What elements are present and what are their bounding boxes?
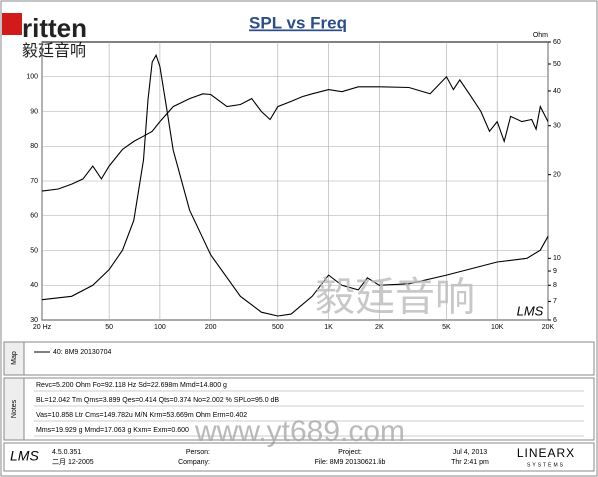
- footer-day: Jul 4, 2013: [453, 449, 487, 456]
- y-tick-label: 30: [30, 317, 38, 324]
- y2-tick-label: 50: [553, 61, 561, 68]
- watermark-url: www.yt689.com: [194, 415, 405, 448]
- note-line: Revc=5.200 Ohm Fo=92.118 Hz Sd=22.698m M…: [36, 382, 227, 389]
- footer-company: Company:: [178, 459, 210, 466]
- watermark-lms: LMS: [517, 303, 544, 318]
- x-tick-label: 500: [272, 324, 284, 331]
- footer-brand: LINEARX: [517, 446, 575, 460]
- note-line: Vas=10.858 Ltr Cms=149.782u M/N Krm=53.6…: [36, 412, 247, 419]
- y-tick-label: 100: [26, 74, 38, 81]
- notes-tab: [3, 377, 25, 441]
- y2-tick-label: 7: [553, 298, 557, 305]
- note-line: Mms=19.929 g Mmd=17.063 g Kxm= Exm=0.600: [36, 427, 189, 434]
- chart-title: SPL vs Freq: [249, 13, 347, 32]
- x-tick-label: 10K: [491, 324, 504, 331]
- y-tick-label: 70: [30, 178, 38, 185]
- footer-lms: LMS: [10, 448, 39, 464]
- y2-tick-label: 9: [553, 268, 557, 275]
- series-line: [41, 53, 549, 317]
- footer-person: Person:: [186, 449, 210, 456]
- note-line: BL=12.042 Tm Qms=3.899 Qes=0.414 Qts=0.3…: [36, 397, 279, 404]
- y2-tick-label: 20: [553, 171, 561, 178]
- y2-tick-label: 40: [553, 88, 561, 95]
- y-tick-label: 40: [30, 282, 38, 289]
- footer-time: Thr 2:41 pm: [451, 459, 489, 466]
- notes-label: Notes: [11, 399, 18, 418]
- y-tick-label: 80: [30, 143, 38, 150]
- y2-tick-label: 30: [553, 123, 561, 130]
- x-tick-label: 200: [205, 324, 217, 331]
- y-tick-label: 60: [30, 213, 38, 220]
- y2-tick-label: 8: [553, 282, 557, 289]
- x-tick-label: 100: [154, 324, 166, 331]
- watermark-chinese: 毅廷音响: [315, 276, 475, 320]
- legend-entry: 40: 8M9 20130704: [53, 349, 111, 356]
- x-tick-label: 50: [105, 324, 113, 331]
- y2-tick-label: 10: [553, 255, 561, 262]
- logo-chinese: 毅廷音响: [22, 42, 86, 60]
- y2-tick-label: 60: [553, 39, 561, 46]
- logo-brand: ritten: [22, 13, 87, 43]
- map-tab: [3, 341, 25, 376]
- footer-file: File: 8M9 20130621.lib: [315, 459, 386, 466]
- x-tick-label: 20 Hz: [33, 324, 52, 331]
- footer-version: 4.5.0.351: [52, 449, 81, 456]
- x-tick-label: 1K: [324, 324, 333, 331]
- y-tick-label: 50: [30, 247, 38, 254]
- series-line: [41, 75, 549, 192]
- footer-date: 二月 12-2005: [52, 458, 94, 466]
- logo-mark: [2, 13, 22, 35]
- map-label: Map: [11, 351, 18, 365]
- footer-box: [3, 442, 595, 472]
- footer-brand-sub: SYSTEMS: [527, 462, 565, 468]
- y2-tick-label: 6: [553, 317, 557, 324]
- x-tick-label: 20K: [542, 324, 555, 331]
- x-tick-label: 2K: [375, 324, 384, 331]
- footer-project: Project:: [338, 449, 362, 456]
- x-tick-label: 5K: [442, 324, 451, 331]
- y-tick-label: 90: [30, 108, 38, 115]
- y2-axis-label: Ohm: [533, 32, 548, 39]
